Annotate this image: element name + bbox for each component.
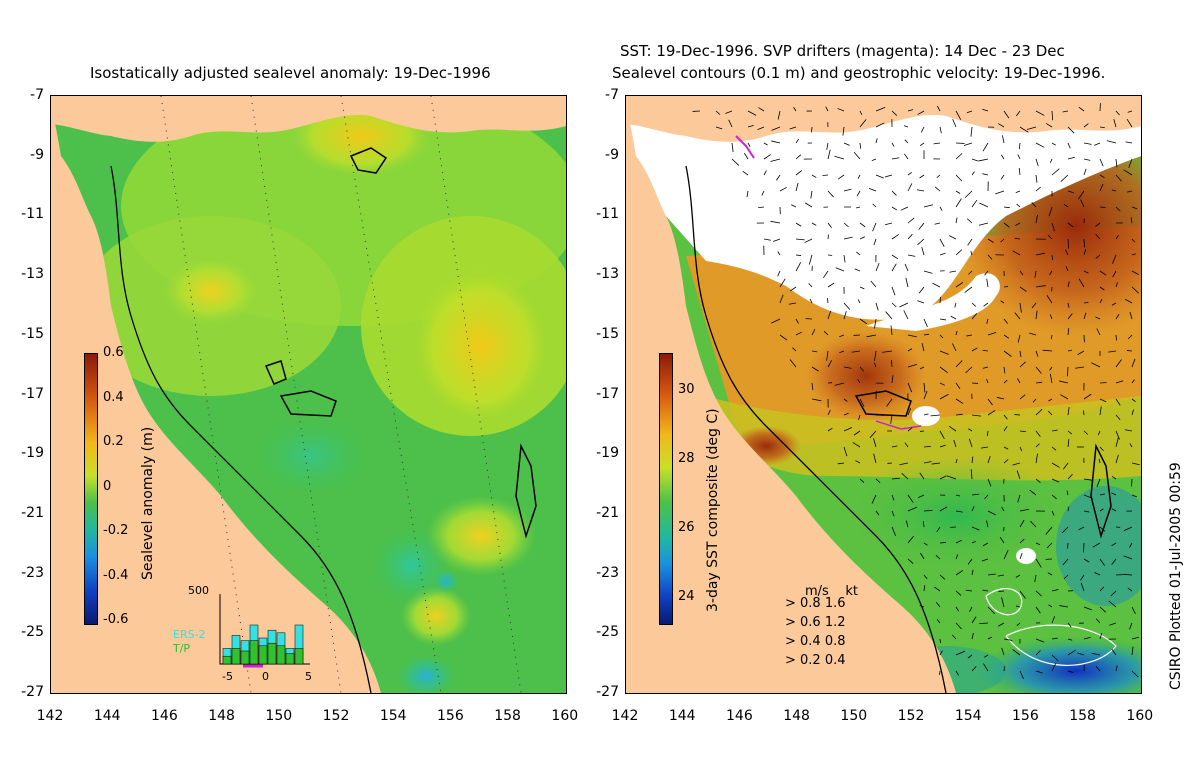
right-panel-title-line2: Sealevel contours (0.1 m) and geostrophi…	[612, 64, 1106, 82]
colorbar-tick-label: 0.4	[103, 389, 124, 405]
x-tick-label: 144	[668, 708, 696, 724]
x-tick-label: 144	[93, 708, 121, 724]
x-tick-label: 156	[437, 708, 464, 724]
y-tick-label: -9	[605, 146, 619, 163]
colorbar-tick-label: 28	[678, 451, 695, 466]
y-tick-label: -17	[596, 385, 619, 402]
cloud-mask	[626, 96, 1141, 320]
x-tick-label: 158	[494, 708, 521, 724]
sst-map[interactable]	[625, 95, 1142, 694]
australia-land	[626, 96, 956, 693]
histogram-bar	[276, 645, 286, 665]
y-tick-label: -25	[596, 624, 619, 641]
x-tick-label: 150	[840, 708, 868, 724]
sealevel-colorbar	[84, 353, 98, 625]
y-tick-label: -27	[596, 684, 619, 700]
png-land	[626, 96, 1141, 142]
colorbar-tick-label: -0.4	[103, 567, 129, 583]
y-tick-label: -17	[21, 385, 44, 402]
histogram-bar	[240, 650, 250, 665]
geostrophic-velocity-arrows	[692, 103, 1140, 680]
x-tick-label: 146	[151, 708, 178, 724]
velocity-legend-kt-header: kt	[845, 584, 858, 599]
y-tick-label: -13	[21, 266, 44, 283]
y-tick-label: -11	[21, 206, 44, 223]
y-tick-label: -19	[596, 445, 619, 462]
sealevel-anomaly-map[interactable]	[50, 95, 567, 694]
colorbar-tick-label: -0.2	[103, 523, 129, 538]
png-land	[51, 96, 566, 142]
histogram-series-ers2: ERS-2	[173, 628, 206, 641]
histogram-series-tp: T/P	[173, 642, 191, 655]
colorbar-tick-label: 24	[678, 589, 695, 604]
velocity-legend-row: > 0.8 1.6	[785, 596, 846, 611]
histogram-bar	[267, 642, 277, 665]
colorbar-tick-label: 30	[678, 382, 695, 397]
left-panel-title: Isostatically adjusted sealevel anomaly:…	[90, 64, 491, 82]
y-tick-label: -23	[596, 564, 619, 581]
y-tick-label: -15	[21, 325, 44, 342]
y-tick-label: -9	[30, 146, 44, 163]
histogram-bar	[249, 640, 259, 665]
x-tick-label: 158	[1069, 708, 1096, 724]
velocity-legend-row: > 0.4 0.8	[785, 634, 846, 649]
sst-colorbar-label: 3-day SST composite (deg C)	[705, 408, 721, 612]
y-tick-label: -7	[605, 87, 619, 103]
y-tick-label: -25	[21, 624, 44, 641]
x-tick-label: 148	[208, 708, 235, 724]
right-panel-title-line1: SST: 19-Dec-1996. SVP drifters (magenta)…	[620, 42, 1065, 60]
velocity-legend-header: m/s kt	[805, 584, 858, 599]
y-tick-label: -7	[30, 87, 44, 103]
australia-land	[51, 96, 381, 693]
histogram-bar	[231, 648, 241, 665]
colorbar-tick-label: 0.6	[103, 345, 124, 360]
y-tick-label: -11	[596, 206, 619, 223]
y-tick-label: -15	[596, 325, 619, 342]
y-tick-label: -21	[21, 504, 44, 521]
sealevel-map-svg	[51, 96, 566, 693]
x-tick-label: 160	[551, 708, 579, 724]
x-tick-label: 160	[1126, 708, 1154, 724]
y-tick-label: -27	[21, 684, 44, 700]
colorbar-tick-label: 26	[678, 520, 695, 535]
x-tick-label: 154	[379, 708, 407, 724]
histogram-x-tick: 5	[305, 670, 312, 683]
velocity-legend-ms-header: m/s	[805, 584, 829, 599]
x-tick-label: 152	[897, 708, 925, 724]
sealevel-colorbar-label: Sealevel anomaly (m)	[140, 426, 156, 580]
y-tick-label: -21	[596, 504, 619, 521]
sst-colorbar	[659, 353, 673, 625]
drifter-track	[875, 420, 922, 430]
colorbar-tick-label: 0	[103, 478, 112, 494]
x-tick-label: 154	[954, 708, 982, 724]
histogram-bar	[258, 645, 268, 665]
colorbar-tick-label: 0.2	[103, 434, 124, 449]
colorbar-tick-label: -0.6	[103, 612, 129, 627]
histogram-svg	[219, 594, 310, 668]
x-tick-label: 146	[726, 708, 753, 724]
x-tick-label: 152	[322, 708, 350, 724]
sst-map-svg	[626, 96, 1141, 693]
velocity-legend-row: > 0.6 1.2	[785, 615, 846, 630]
histogram-bar	[222, 655, 232, 665]
credit-label: CSIRO Plotted 01-Jul-2005 00:59	[1168, 462, 1184, 690]
y-tick-label: -19	[21, 445, 44, 462]
drifter-track	[735, 135, 755, 159]
x-tick-label: 142	[36, 708, 64, 724]
x-tick-label: 150	[265, 708, 293, 724]
x-tick-label: 148	[783, 708, 810, 724]
histogram-x-tick: -5	[222, 670, 233, 683]
x-tick-label: 142	[611, 708, 639, 724]
histogram-bar	[285, 653, 295, 665]
y-tick-label: -13	[596, 266, 619, 283]
y-tick-label: -23	[21, 564, 44, 581]
velocity-legend-row: > 0.2 0.4	[785, 653, 846, 668]
histogram-x-tick: 0	[262, 670, 269, 683]
histogram-ymax: 500	[188, 584, 209, 597]
histogram-bar	[294, 648, 304, 665]
x-tick-label: 156	[1012, 708, 1039, 724]
